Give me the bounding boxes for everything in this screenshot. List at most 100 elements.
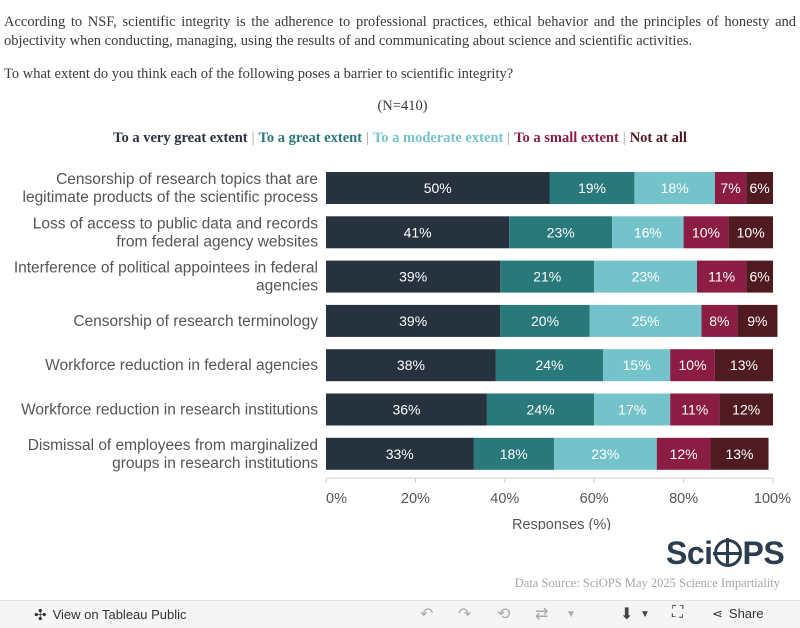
bar-value-label: 10% [679, 357, 707, 373]
legend-item[interactable]: To a moderate extent [372, 130, 504, 146]
scicops-logo: Sci PS [666, 535, 785, 571]
category-label: Censorship of research topics that are le… [23, 171, 319, 206]
fullscreen-icon[interactable]: ⛶ [672, 604, 684, 621]
bar-segment [737, 304, 778, 337]
bar-value-label: 12% [732, 402, 760, 418]
bar-value-label: 10% [692, 224, 720, 240]
refresh-dropdown-icon[interactable]: ▼ [566, 609, 576, 620]
x-tick-label: 80% [669, 491, 698, 507]
legend-item[interactable]: To a very great extent [113, 130, 248, 146]
x-tick-label: 40% [490, 491, 519, 507]
bar-value-label: 16% [634, 224, 662, 240]
bar-segment [486, 393, 595, 426]
x-axis-title: Responses (%) [512, 517, 611, 530]
bar-segment [326, 216, 510, 249]
category-label: Workforce reduction in federal agencies [45, 357, 318, 374]
legend-item[interactable]: To a small extent [514, 130, 619, 146]
tableau-toolbar: ✣ View on Tableau Public ↶ ↷ ⟲ ⇄ ▼ ⬇ ▼ ⛶ … [0, 600, 800, 628]
bar-value-label: 6% [749, 269, 769, 285]
legend-separator: | [366, 130, 369, 146]
share-label: Share [728, 606, 764, 621]
legend-separator: | [622, 130, 626, 146]
bar-segment [549, 172, 635, 204]
bar-segment [473, 437, 554, 470]
bar-segment [719, 393, 773, 426]
download-dropdown-icon[interactable]: ▼ [640, 609, 650, 620]
bar-segment [746, 172, 773, 204]
bar-value-label: 39% [399, 269, 427, 285]
download-icon[interactable]: ⬇ [620, 606, 634, 623]
bar-segment [683, 216, 729, 249]
bar-value-label: 24% [527, 402, 555, 418]
legend-item[interactable]: Not at all [629, 130, 687, 146]
bar-value-label: 23% [632, 269, 660, 285]
bar-value-label: 10% [737, 224, 765, 240]
bar-value-label: 12% [670, 446, 698, 462]
redo-icon[interactable]: ↷ [458, 606, 472, 623]
bar-segment [670, 393, 720, 426]
x-tick-label: 20% [401, 491, 430, 507]
bar-value-label: 9% [747, 313, 767, 329]
view-on-tableau-link[interactable]: ✣ View on Tableau Public [34, 606, 187, 624]
x-tick-label: 100% [754, 491, 791, 507]
bar-segment [589, 304, 702, 337]
question-text: To what extent do you think each of the … [4, 66, 514, 82]
bar-segment [326, 304, 501, 337]
bar-segment [326, 260, 501, 293]
bar-segment [594, 260, 698, 293]
bar-segment [714, 172, 747, 204]
bar-value-label: 7% [720, 180, 740, 196]
bar-segment [326, 349, 496, 382]
bar-value-label: 17% [618, 402, 646, 418]
bar-value-label: 25% [632, 313, 660, 329]
undo-icon[interactable]: ↶ [420, 606, 434, 623]
bar-value-label: 23% [591, 446, 619, 462]
bar-segment [500, 260, 595, 293]
bar-value-label: 19% [578, 180, 606, 196]
bar-value-label: 24% [535, 357, 563, 373]
bar-value-label: 41% [404, 224, 432, 240]
bar-value-label: 33% [386, 446, 414, 462]
bar-segment [603, 349, 671, 382]
revert-icon[interactable]: ⟲ [497, 606, 511, 623]
bar-value-label: 39% [399, 313, 427, 329]
category-label: Workforce reduction in research institut… [21, 402, 318, 419]
legend-item[interactable]: To a great extent [258, 130, 363, 146]
intro-text: According to NSF, scientific integrity i… [4, 14, 796, 49]
bar-value-label: 50% [424, 180, 452, 196]
bar-segment [326, 437, 474, 470]
bar-segment [326, 172, 550, 204]
refresh-icon[interactable]: ⇄ [535, 606, 549, 623]
bar-segment [728, 216, 773, 249]
bar-segment [670, 349, 715, 382]
bar-segment [710, 437, 769, 470]
stacked-bar-chart: Censorship of research topics that are le… [14, 171, 791, 530]
bar-segment [714, 349, 773, 382]
bar-value-label: 11% [681, 402, 708, 418]
bar-value-label: 23% [547, 224, 575, 240]
bar-segment [495, 349, 604, 382]
bar-value-label: 20% [531, 313, 559, 329]
category-label: Interference of political appointees in … [14, 260, 318, 295]
tableau-icon: ✣ [34, 607, 47, 624]
bar-value-label: 6% [749, 180, 769, 196]
bar-segment [746, 260, 773, 293]
category-label: Loss of access to public data and record… [33, 215, 318, 250]
bar-segment [701, 304, 738, 337]
bar-segment [697, 260, 747, 293]
share-button[interactable]: ⋖ Share [712, 606, 764, 622]
bar-value-label: 8% [709, 313, 729, 329]
bar-value-label: 38% [397, 357, 425, 373]
bar-value-label: 18% [500, 446, 528, 462]
view-on-tableau-label: View on Tableau Public [52, 607, 187, 622]
bar-segment [612, 216, 684, 249]
logo-o-mark [712, 538, 742, 567]
bar-segment [500, 304, 590, 337]
data-source-note: Data Source: SciOPS May 2025 Science Imp… [514, 576, 780, 590]
legend-separator: | [507, 130, 511, 146]
bar-value-label: 18% [661, 180, 689, 196]
sample-size-label: (N=410) [377, 98, 428, 114]
category-label: Dismissal of employees from marginalized… [28, 437, 319, 472]
bar-segment [634, 172, 715, 204]
bar-value-label: 36% [392, 402, 420, 418]
